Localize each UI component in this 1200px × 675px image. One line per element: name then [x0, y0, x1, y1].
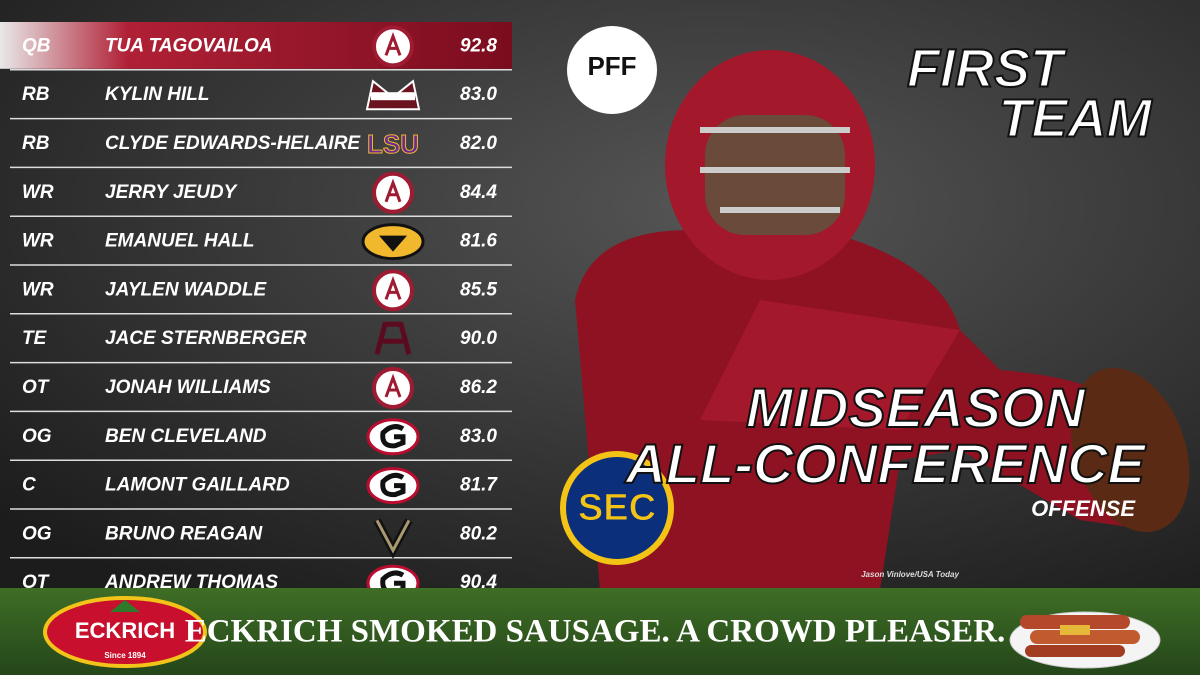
banner: ECKRICH Since 1894 ECKRICH SMOKED SAUSAG…: [0, 588, 1200, 675]
team-logo: [372, 269, 414, 312]
grade: 84.4: [460, 182, 497, 203]
position: WR: [22, 279, 54, 300]
logo-shape: [375, 519, 411, 554]
banner-since: Since 1894: [104, 651, 146, 660]
position: C: [22, 475, 36, 496]
logo-shape: [384, 373, 402, 398]
position: OG: [22, 426, 52, 447]
header-line2: TEAM: [999, 88, 1153, 148]
grade: 90.0: [460, 328, 497, 349]
logo-shape: [372, 269, 414, 312]
player-name: TUA TAGOVAILOA: [105, 35, 272, 56]
team-logo: [366, 467, 420, 505]
sausage-plate: [1009, 611, 1161, 669]
player-name: KYLIN HILL: [105, 84, 210, 105]
logo-shape: [380, 424, 406, 449]
player-name: EMANUEL HALL: [105, 231, 255, 252]
sec-text: SEC: [578, 487, 656, 529]
logo-shape: [366, 467, 420, 505]
banner-slogan: ECKRICH SMOKED SAUSAGE. A CROWD PLEASER.: [185, 614, 1006, 650]
team-logo: [365, 79, 421, 111]
sec-logo: SEC: [560, 451, 674, 565]
logo-shape: [380, 472, 406, 498]
player-name: JACE STERNBERGER: [105, 328, 307, 349]
banner-logo: ECKRICH: [75, 618, 175, 643]
player-name: JAYLEN WADDLE: [105, 279, 267, 300]
team-logo: [374, 321, 412, 355]
position: WR: [22, 182, 54, 203]
team-logo: [372, 171, 414, 214]
grade: 83.0: [460, 84, 497, 105]
position: OT: [22, 377, 50, 398]
team-logo: [366, 418, 420, 456]
player-photo: [575, 50, 1190, 590]
headline-line2: ALL-CONFERENCE: [623, 432, 1146, 495]
team-logo: LSU: [367, 128, 420, 159]
logo-shape: [365, 79, 421, 111]
logo-shape: [372, 171, 414, 214]
logo-shape: [372, 25, 414, 68]
grade: 81.6: [460, 231, 497, 252]
team-logo: [361, 223, 425, 261]
pff-text: PFF: [587, 51, 636, 81]
photo-credit: Jason Vinlove/USA Today: [861, 570, 959, 579]
position: WR: [22, 231, 54, 252]
team-logo: [373, 518, 413, 559]
headline-subtitle: OFFENSE: [1031, 496, 1136, 521]
row-highlight: [0, 22, 512, 69]
logo-shape: [384, 178, 402, 203]
logo-shape: [384, 276, 402, 300]
grade: 86.2: [460, 377, 497, 398]
grade: 83.0: [460, 426, 497, 447]
grade: 90.4: [460, 572, 497, 593]
roster-table: QB TUA TAGOVAILOA 92.8RB KYLIN HILL 83.0RB CL…: [0, 22, 512, 608]
position: OT: [22, 572, 50, 593]
logo-text: LSU: [367, 129, 419, 159]
logo-shape: [371, 92, 415, 101]
grade: 82.0: [460, 133, 497, 154]
player-name: CLYDE EDWARDS-HELAIRE: [105, 133, 361, 154]
player-name: LAMONT GAILLARD: [105, 475, 290, 496]
grade: 80.2: [460, 523, 497, 544]
headline-line1: MIDSEASON: [746, 376, 1087, 439]
logo-shape: [372, 367, 414, 409]
grade: 85.5: [460, 279, 497, 300]
player-name: JERRY JEUDY: [105, 182, 239, 203]
pff-logo: PFF: [567, 26, 657, 114]
player-name: BEN CLEVELAND: [105, 426, 267, 447]
position: TE: [22, 328, 48, 349]
grade: 92.8: [460, 35, 497, 56]
logo-shape: [366, 418, 420, 456]
player-name: BRUNO REAGAN: [105, 523, 264, 544]
position: QB: [22, 35, 51, 56]
team-logo: [372, 367, 414, 409]
grade: 81.7: [460, 475, 498, 496]
header-line1: FIRST: [907, 38, 1067, 98]
position: RB: [22, 84, 50, 105]
logo-shape: [379, 235, 407, 252]
position: RB: [22, 133, 50, 154]
logo-shape: [374, 321, 412, 355]
logo-shape: [384, 32, 402, 56]
player-name: ANDREW THOMAS: [104, 572, 278, 593]
player-name: JONAH WILLIAMS: [105, 377, 271, 398]
position: OG: [22, 523, 52, 544]
team-logo: [372, 25, 414, 68]
